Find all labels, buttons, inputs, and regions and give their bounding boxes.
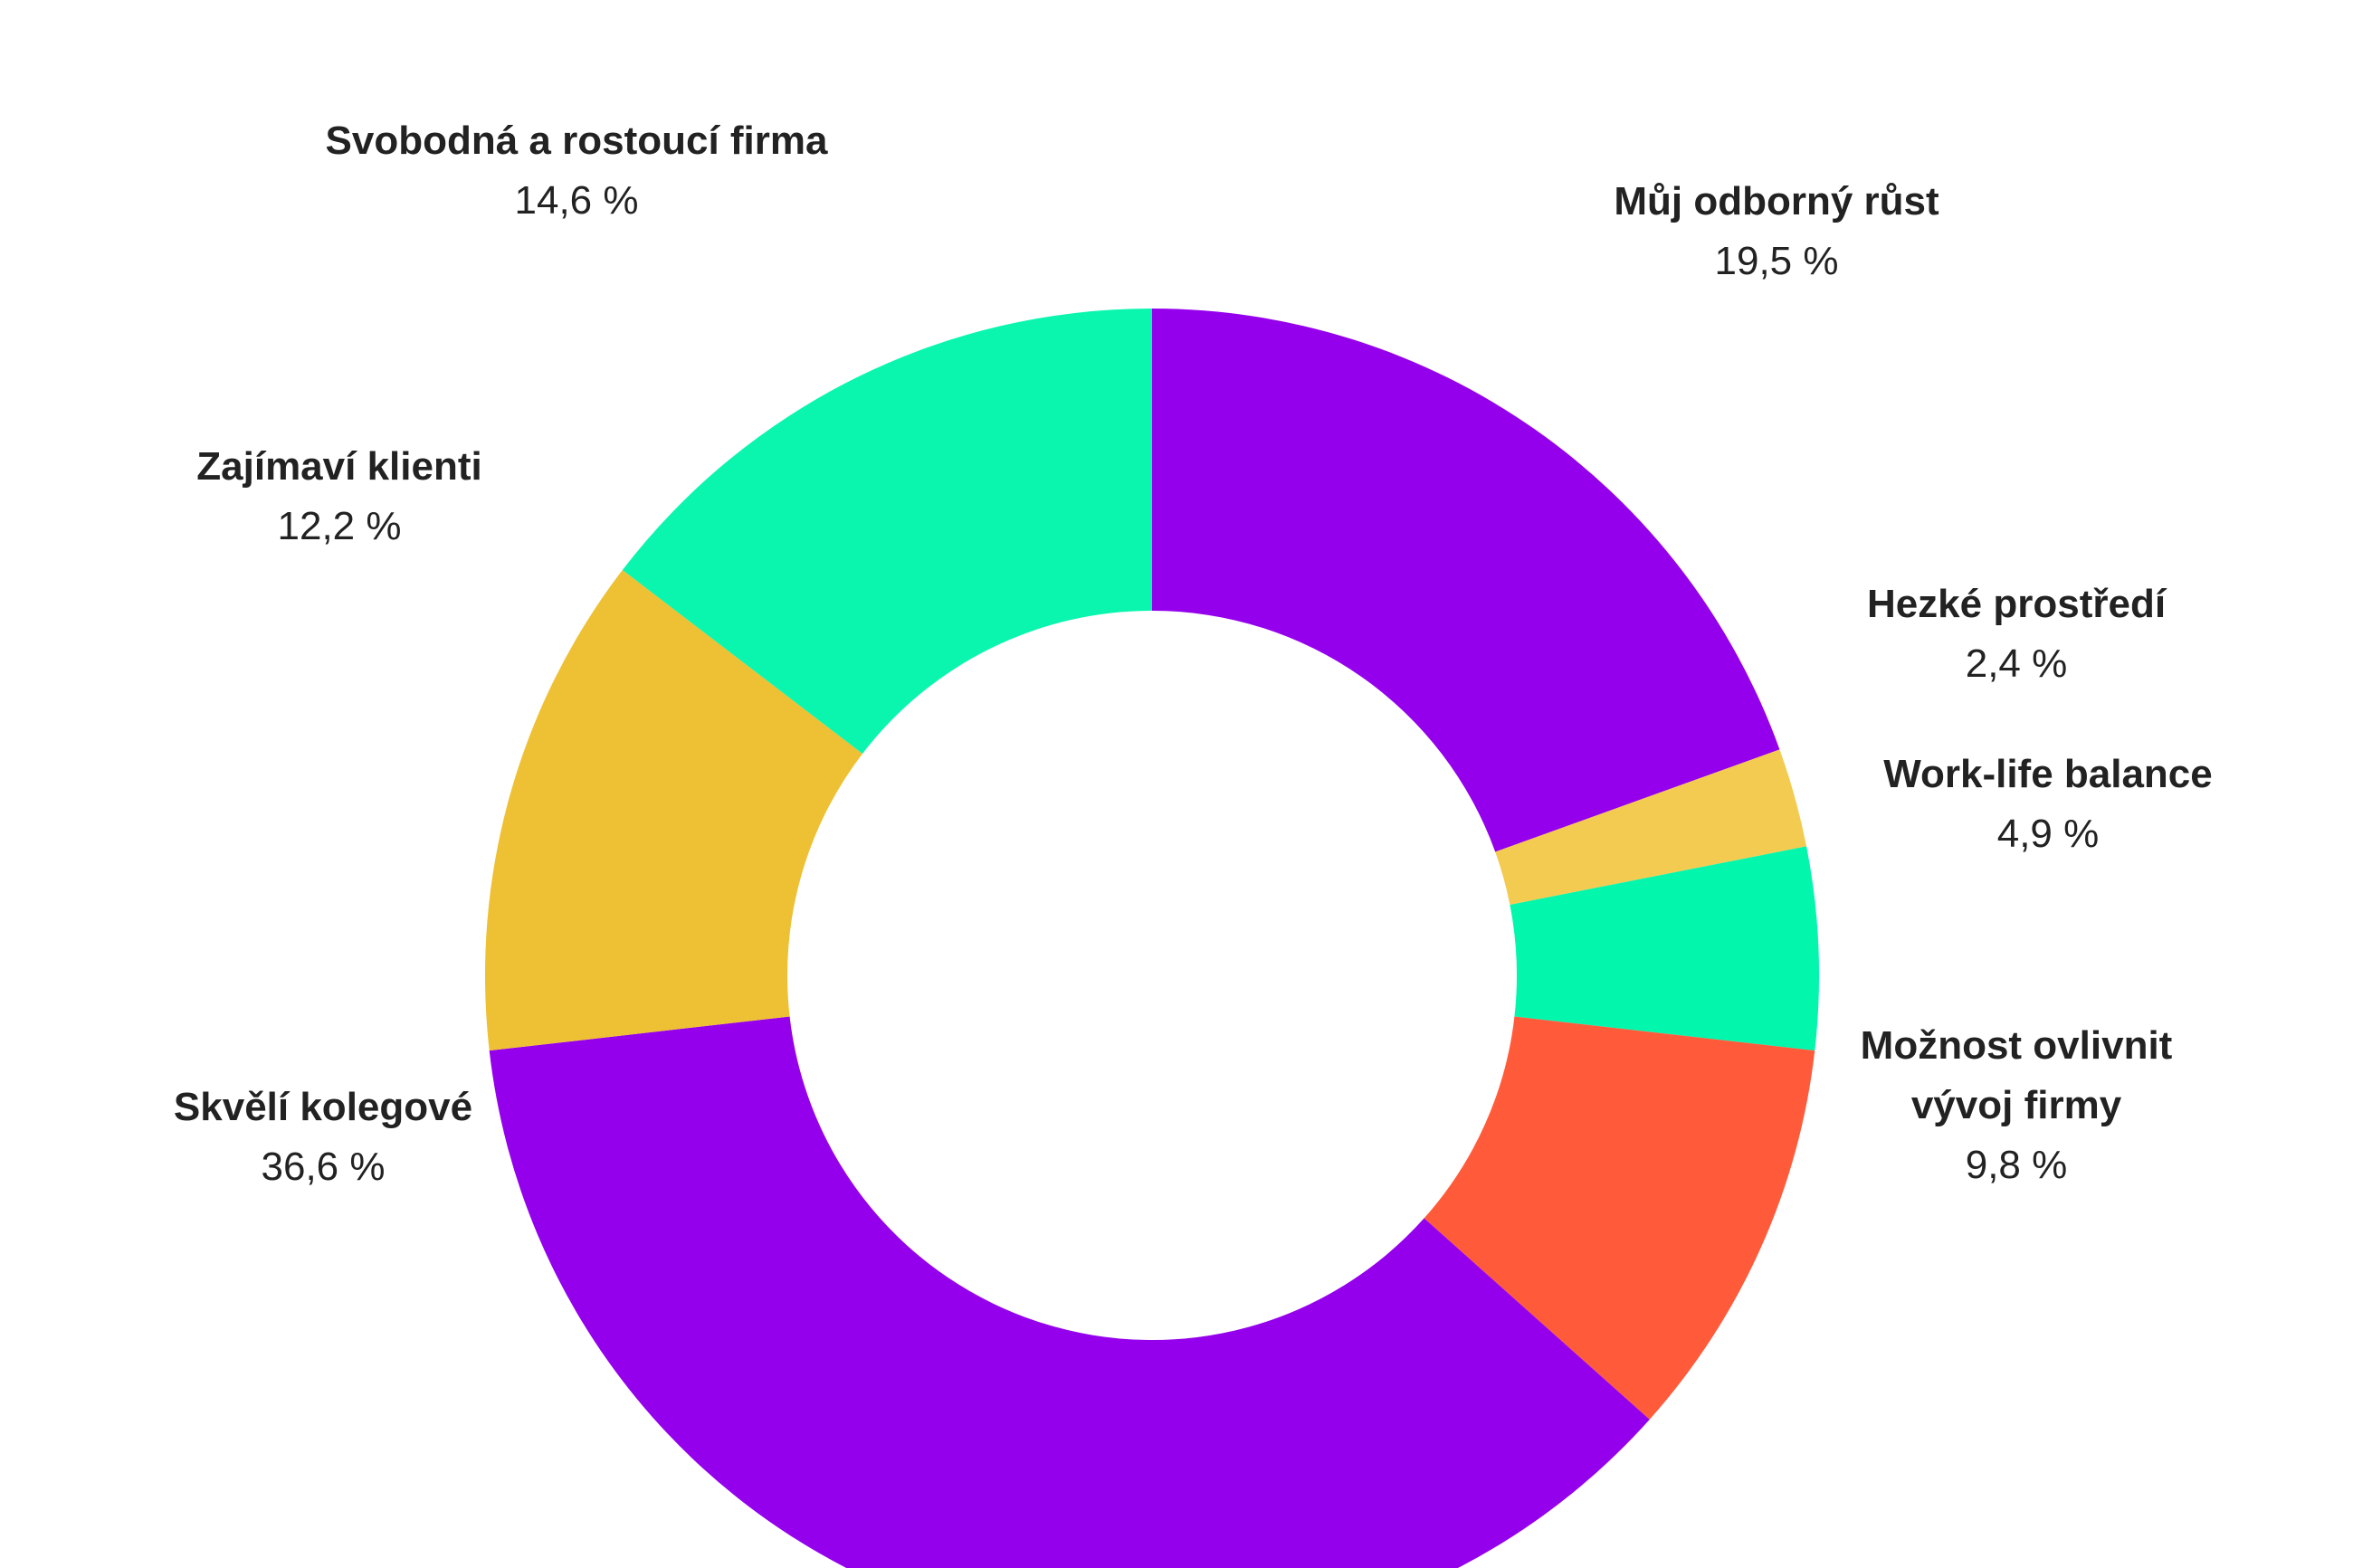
slice-label-name: vývoj firmy: [1911, 1083, 2122, 1127]
slice-label-name: Můj odborný růst: [1614, 179, 1939, 223]
slice-5: [485, 569, 863, 1051]
slice-labels: Můj odborný růst 19,5 % Hezké prostředí 2,4…: [174, 119, 2213, 1189]
slice-label-name: Zajímaví klienti: [196, 444, 481, 489]
slice-label-name: Hezké prostředí: [1867, 582, 2167, 626]
slice-label-name: Svobodná a rostoucí firma: [326, 119, 829, 163]
slice-0: [1152, 309, 1780, 852]
slice-label-4: Skvělí kolegové 36,6 %: [174, 1085, 472, 1189]
slice-label-0: Můj odborný růst 19,5 %: [1614, 179, 1939, 283]
slice-label-5: Zajímaví klienti 12,2 %: [196, 444, 481, 548]
slice-label-value: 9,8 %: [1966, 1143, 2068, 1187]
slice-label-value: 14,6 %: [515, 178, 639, 223]
slice-4: [489, 1016, 1650, 1568]
slice-label-3: Možnost ovlivnit vývoj firmy 9,8 %: [1861, 1023, 2173, 1187]
slice-label-1: Hezké prostředí 2,4 %: [1867, 582, 2167, 686]
slice-6: [622, 309, 1152, 755]
slice-3: [1424, 1016, 1815, 1420]
slice-label-value: 36,6 %: [262, 1145, 386, 1189]
slice-label-name: Možnost ovlivnit: [1861, 1023, 2173, 1068]
slice-label-value: 2,4 %: [1966, 641, 2068, 686]
slice-label-6: Svobodná a rostoucí firma 14,6 %: [326, 119, 829, 223]
donut-slices: [485, 309, 1820, 1568]
slice-label-value: 12,2 %: [278, 504, 402, 548]
slice-label-value: 19,5 %: [1715, 239, 1839, 283]
slice-label-name: Work-life balance: [1883, 752, 2213, 796]
slice-2: [1510, 846, 1820, 1051]
slice-label-2: Work-life balance 4,9 %: [1883, 752, 2213, 856]
slice-1: [1495, 749, 1807, 905]
slice-label-value: 4,9 %: [1997, 812, 2100, 856]
slice-label-name: Skvělí kolegové: [174, 1085, 472, 1129]
